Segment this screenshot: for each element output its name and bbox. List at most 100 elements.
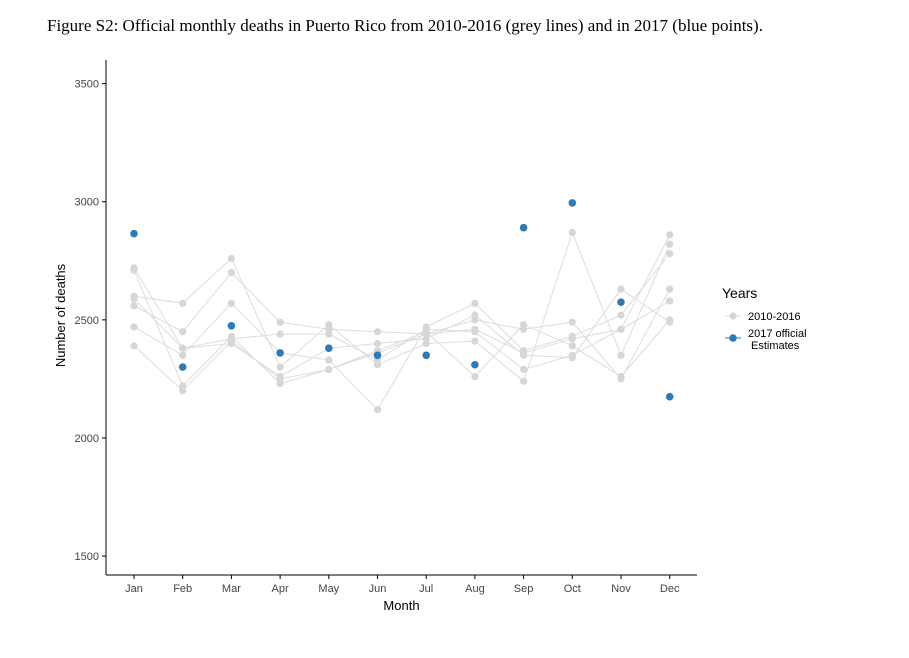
point-2012-mar <box>227 269 235 277</box>
point-2011-jun <box>373 406 382 414</box>
x-tick-label-jul: Jul <box>419 583 433 595</box>
point-2016-nov <box>617 285 625 293</box>
point-2017-oct <box>568 199 577 207</box>
point-2015-sep <box>520 320 528 329</box>
point-2011-feb <box>179 351 187 359</box>
point-2012-jan <box>130 302 138 310</box>
point-2010-jan <box>130 342 138 350</box>
point-2013-aug <box>471 337 479 345</box>
point-2015-nov <box>617 372 625 381</box>
point-2013-oct <box>568 228 576 237</box>
point-2013-sep <box>520 377 528 385</box>
legend-key-point-2010-2016 <box>729 312 737 320</box>
series-line-2013 <box>133 231 671 383</box>
point-2014-nov <box>617 325 625 333</box>
y-axis-title: Number of deaths <box>53 263 68 367</box>
point-2013-mar <box>227 254 235 263</box>
x-axis-title: Month <box>383 598 419 613</box>
point-2017-may <box>325 344 333 353</box>
point-2013-apr <box>276 363 284 371</box>
point-2017-jul <box>422 351 431 360</box>
point-2014-dec <box>666 297 674 305</box>
point-2017-feb <box>178 363 187 371</box>
point-2014-apr <box>276 330 284 338</box>
point-2014-aug <box>471 328 479 336</box>
series-line-2011 <box>133 253 671 411</box>
x-tick-label-jun: Jun <box>369 583 387 595</box>
point-2012-oct <box>568 318 576 326</box>
point-2013-nov <box>617 351 625 359</box>
point-2017-mar <box>227 321 236 330</box>
point-2016-sep <box>520 351 528 359</box>
point-2016-aug <box>471 311 479 319</box>
point-2011-may <box>325 356 333 364</box>
point-2011-nov <box>617 311 625 319</box>
point-2015-feb <box>179 382 187 390</box>
point-2012-feb <box>179 328 187 336</box>
y-tick-label-2000: 2000 <box>75 433 99 445</box>
point-2013-feb <box>179 299 187 307</box>
point-2013-dec <box>666 240 674 248</box>
point-2011-jan <box>130 323 138 331</box>
point-2015-jan <box>130 266 138 274</box>
x-tick-label-dec: Dec <box>660 583 680 595</box>
point-2012-jun <box>373 328 382 336</box>
data-points <box>130 199 674 414</box>
point-2014-may <box>325 330 333 338</box>
y-tick-label-2500: 2500 <box>75 315 99 327</box>
point-2010-dec <box>666 231 674 239</box>
legend-label-2017-line2: Estimates <box>751 340 800 352</box>
point-2012-apr <box>276 318 284 326</box>
x-tick-label-aug: Aug <box>465 583 485 595</box>
legend-key-point-2017 <box>729 334 737 342</box>
point-2017-sep <box>519 223 528 232</box>
point-2015-jul <box>422 328 430 336</box>
point-2012-dec <box>666 285 674 293</box>
point-2011-dec <box>666 250 674 258</box>
point-2013-may <box>325 320 333 329</box>
point-2017-aug <box>471 360 479 369</box>
x-tick-label-feb: Feb <box>173 583 192 595</box>
legend-label-2010-2016: 2010-2016 <box>748 311 801 323</box>
point-2015-apr <box>276 380 284 388</box>
point-2017-jan <box>130 229 138 238</box>
point-2016-feb <box>179 344 187 352</box>
point-2017-nov <box>617 298 625 306</box>
x-tick-label-mar: Mar <box>222 583 241 595</box>
point-2011-oct <box>568 332 576 340</box>
point-2015-oct <box>568 342 576 350</box>
x-tick-label-apr: Apr <box>272 583 289 595</box>
series-line-2016 <box>133 288 670 378</box>
legend-title: Years <box>722 285 757 301</box>
y-tick-label-3000: 3000 <box>75 197 99 209</box>
axes: 1500 2000 2500 3000 3500 Jan Feb Mar Apr May Jun Ju… <box>53 60 697 613</box>
x-tick-label-nov: Nov <box>611 583 631 595</box>
point-2016-mar <box>227 339 235 348</box>
x-tick-label-jan: Jan <box>125 583 143 595</box>
point-2015-aug <box>471 372 479 381</box>
point-2015-mar <box>227 332 235 340</box>
point-2015-may <box>325 365 333 374</box>
x-tick-label-oct: Oct <box>564 583 581 595</box>
point-2016-jun <box>373 339 382 348</box>
point-2011-mar <box>227 299 235 307</box>
series-line-2012 <box>133 271 671 380</box>
figure-caption: Figure S2: Official monthly deaths in Pu… <box>47 16 763 35</box>
point-2017-apr <box>276 349 284 357</box>
grey-series-lines <box>133 231 671 411</box>
point-2017-dec <box>665 392 674 401</box>
point-2011-aug <box>471 299 479 307</box>
point-2016-dec <box>666 318 674 326</box>
x-tick-label-sep: Sep <box>514 583 534 595</box>
point-2016-jan <box>130 295 138 303</box>
y-tick-label-3500: 3500 <box>75 79 99 91</box>
point-2016-oct <box>568 354 576 362</box>
series-line-2010 <box>133 234 671 392</box>
point-2016-apr <box>276 372 284 381</box>
x-tick-label-may: May <box>318 583 339 595</box>
point-2016-jul <box>422 335 430 343</box>
legend-label-2017-line1: 2017 official <box>748 328 807 340</box>
point-2017-jun <box>373 351 382 360</box>
